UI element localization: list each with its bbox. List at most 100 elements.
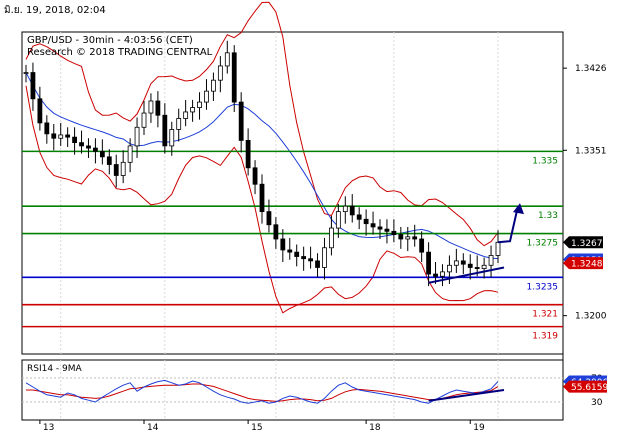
candle-body: [127, 145, 133, 163]
candle-body: [224, 52, 230, 67]
rsi-title: RSI14 - 9MA: [27, 364, 83, 374]
level-label: 1.3235: [527, 282, 559, 292]
bollinger-lower-band: [25, 85, 499, 314]
candle-body: [72, 136, 77, 144]
candle-body: [433, 273, 438, 277]
rsi-trendline: [428, 389, 505, 402]
arrow-layer: [428, 203, 524, 284]
candle-body: [148, 100, 154, 114]
level-label: 1.33: [538, 211, 558, 221]
candle-body: [335, 211, 341, 229]
header-datetime: มิ.ย. 19, 2018, 02:04: [4, 5, 106, 16]
candle-body: [356, 214, 362, 220]
chart-title: GBP/USD - 30min - 4:03:56 (CET): [27, 35, 193, 46]
candle-body: [495, 241, 501, 256]
candles-layer: [23, 40, 501, 287]
candle-body: [79, 142, 84, 147]
candle-body: [280, 238, 286, 251]
candle-body: [384, 228, 390, 232]
candle-body: [287, 249, 293, 253]
candle-body: [252, 167, 258, 185]
candle-body: [162, 114, 168, 147]
candle-body: [398, 234, 404, 240]
candle-body: [322, 247, 327, 268]
candle-body: [23, 72, 29, 74]
candle-body: [245, 140, 251, 169]
projection-arrowhead: [513, 203, 524, 215]
candle-body: [44, 122, 50, 135]
candle-body: [134, 126, 140, 147]
candle-body: [169, 129, 175, 147]
candle-body: [273, 224, 279, 240]
candle-body: [141, 112, 147, 128]
candle-body: [377, 226, 383, 230]
candle-body: [190, 107, 195, 113]
grid-layer: [60, 32, 499, 420]
candle-body: [58, 134, 64, 139]
y-tick-label: 1.3351: [575, 146, 607, 156]
rsi-tick-label: 30: [591, 398, 603, 408]
candle-body: [183, 111, 189, 119]
candle-body: [405, 236, 411, 240]
chart-subtitle: Research © 2018 TRADING CENTRAL: [27, 47, 213, 58]
price-label-box: [563, 236, 603, 249]
candle-body: [370, 223, 376, 228]
level-label: 1.321: [532, 310, 558, 320]
x-tick-label: 13: [43, 423, 54, 433]
candle-body: [211, 79, 216, 92]
price-label-box: [563, 257, 603, 270]
candle-body: [349, 205, 355, 216]
rsi-ma-line: [26, 383, 499, 402]
candle-body: [197, 101, 202, 108]
candle-body: [86, 145, 91, 149]
candle-body: [155, 100, 161, 116]
candle-body: [294, 251, 300, 257]
level-label: 1.3275: [527, 239, 559, 249]
candle-body: [266, 211, 272, 226]
candle-body: [308, 258, 313, 262]
price-label-text: 1.3267: [571, 239, 603, 249]
support-trendline: [428, 266, 505, 284]
rsi-price-label-text: 55.6159: [571, 383, 608, 393]
candle-body: [99, 150, 105, 158]
candle-body: [329, 227, 334, 249]
candle-body: [474, 267, 480, 269]
candle-body: [453, 260, 459, 266]
candle-body: [481, 264, 487, 269]
main-plot-frame: [21, 31, 564, 355]
y-tick-label: 1.3200: [575, 312, 607, 322]
levels-layer: 1.335 1.33 1.3275 1.3235 1.321 1.319: [22, 150, 563, 342]
candle-body: [204, 90, 209, 103]
level-label: 1.319: [532, 332, 558, 342]
candle-body: [488, 255, 494, 266]
x-tick-label: 19: [473, 423, 485, 433]
price-label-text: 1.3248: [571, 260, 603, 270]
rsi-line: [25, 379, 499, 404]
candle-body: [217, 65, 223, 81]
candle-body: [120, 161, 126, 176]
projection-arrow: [497, 205, 519, 244]
x-tick-label: 18: [369, 423, 381, 433]
candle-body: [412, 236, 418, 240]
rsi-plot-frame: [21, 359, 564, 421]
candle-body: [65, 134, 71, 138]
candle-body: [51, 133, 57, 139]
candle-body: [301, 256, 307, 260]
candle-body: [447, 264, 452, 273]
candle-body: [363, 218, 369, 225]
rsi-layer: 703064.200655.6159: [22, 374, 608, 408]
candle-body: [93, 147, 98, 152]
moving-average-line: [25, 72, 499, 260]
candle-body: [460, 260, 466, 265]
candle-body: [426, 251, 431, 275]
candle-body: [391, 230, 397, 236]
xaxis-layer: 13 14 15 18 19: [39, 420, 485, 433]
x-tick-label: 15: [251, 423, 262, 433]
candle-body: [315, 260, 320, 268]
candle-body: [419, 238, 425, 253]
x-tick-label: 14: [147, 423, 159, 433]
candle-body: [37, 98, 43, 124]
candle-body: [113, 164, 119, 176]
